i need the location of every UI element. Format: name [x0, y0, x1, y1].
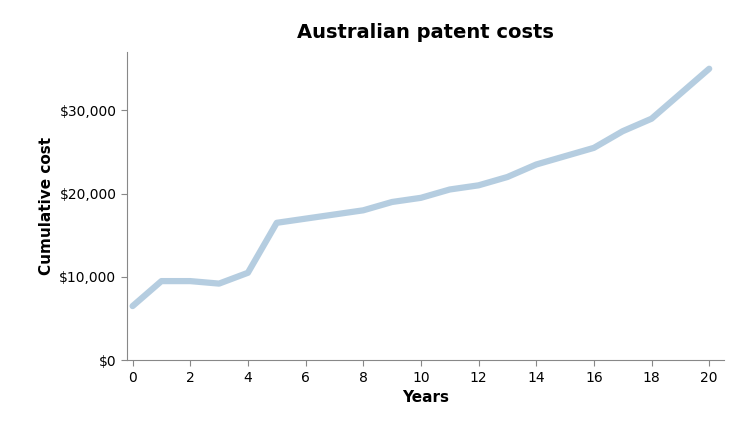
Title: Australian patent costs: Australian patent costs — [297, 23, 554, 42]
X-axis label: Years: Years — [401, 390, 449, 405]
Y-axis label: Cumulative cost: Cumulative cost — [39, 137, 54, 275]
